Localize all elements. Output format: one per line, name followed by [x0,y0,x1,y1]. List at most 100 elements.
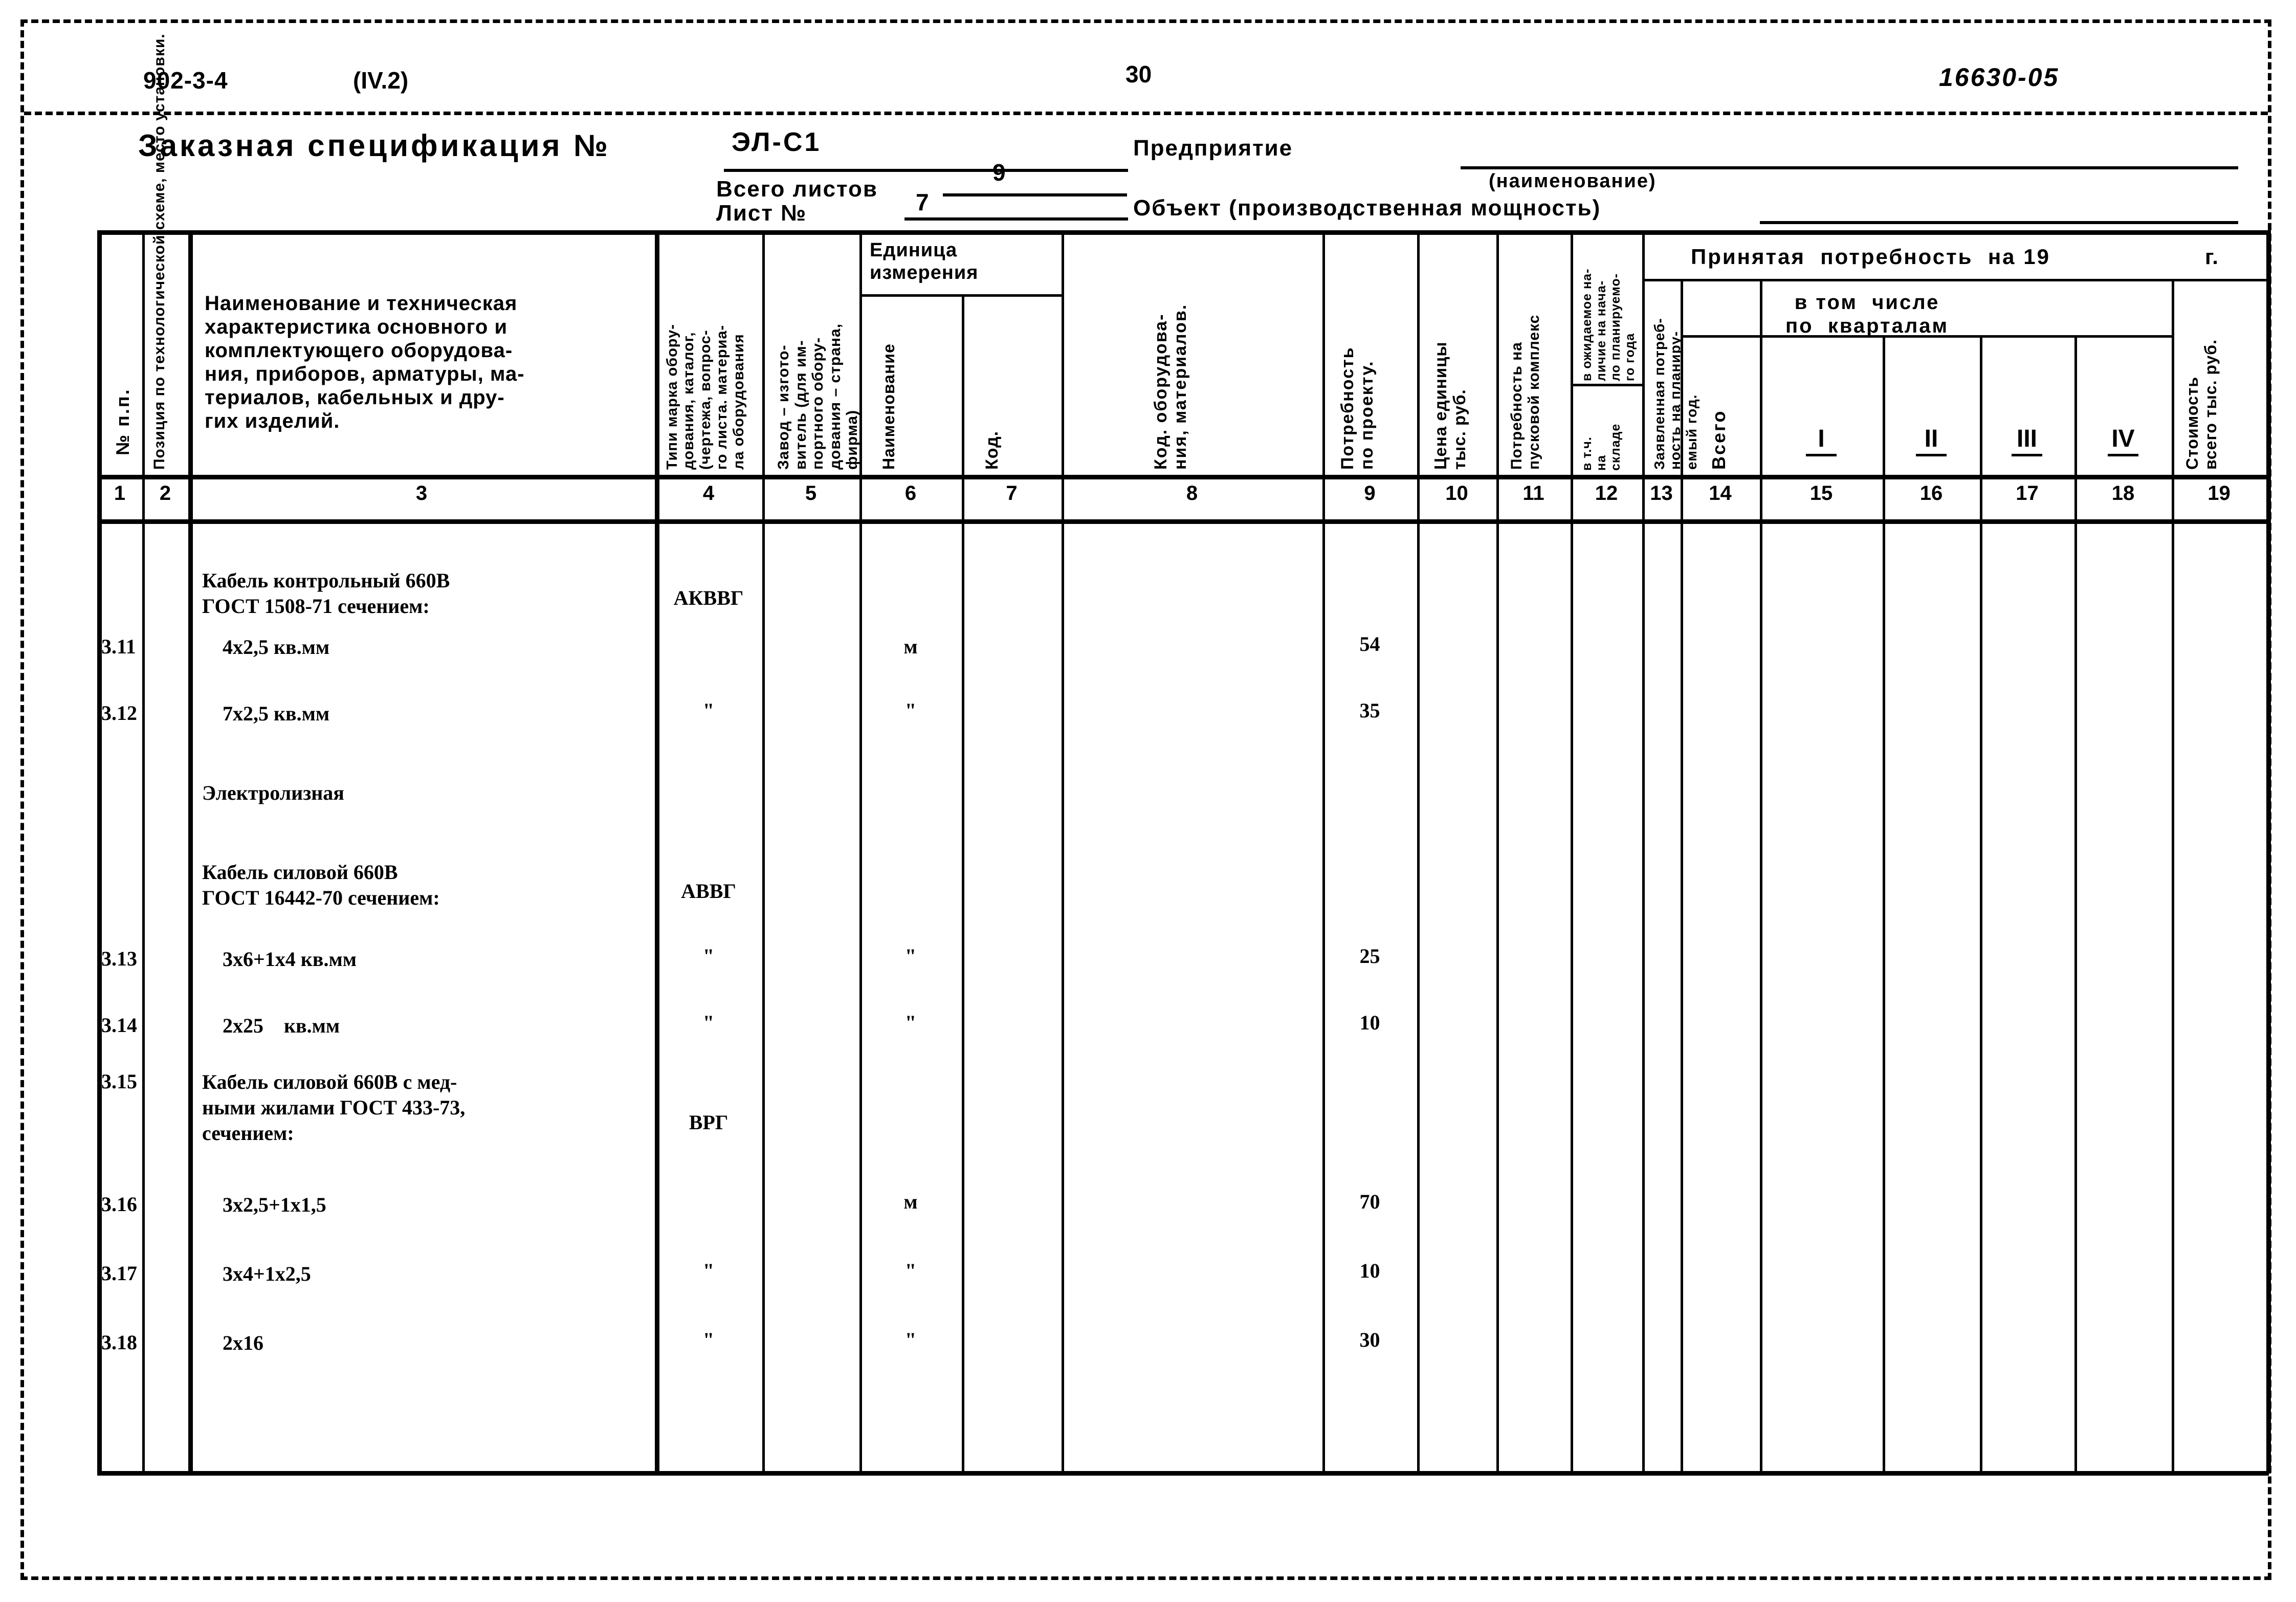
col-header-17: III [2012,425,2042,456]
colnum-19: 19 [2207,482,2231,504]
col-header-5: Завод – изгото- витель (для им- портного… [775,323,861,470]
unit-group-header: Единица измерения [870,239,979,283]
colnum-15: 15 [1809,482,1833,504]
table-row: 25 [1359,945,1380,968]
col-border-1-2 [142,230,145,1474]
table-row: м [903,1190,918,1213]
colnum-18: 18 [2111,482,2135,504]
col-border-right [2266,230,2271,1474]
table-row: 3х2,5+1х1,5 [202,1193,326,1216]
table-row: " [904,945,917,968]
table-row: 3х4+1х2,5 [202,1262,311,1285]
col-header-18: IV [2108,425,2138,456]
col-header-10: Цена единицы тыс. руб. [1431,341,1469,470]
table-row: 4х2,5 кв.мм [202,635,330,659]
table-row: м [903,635,918,658]
colnum-3: 3 [415,482,428,504]
table-row: Электролизная [202,781,344,804]
table-row: 3х6+1х4 кв.мм [202,948,357,971]
col-border-left [97,230,102,1474]
table-row: 3.18 [101,1331,137,1354]
col-border-14-15 [1760,279,1762,1474]
table-row: " [702,699,715,722]
sheet-no-label: Лист № [716,201,807,226]
colnum-2: 2 [159,482,171,504]
col-border-7-8 [1062,230,1064,1474]
accepted-need-header: Принятая потребность на 19 [1691,245,2050,269]
sheet-no-rule [904,217,1128,221]
col-header-14: Всего [1708,409,1729,470]
drawing-number: 16630-05 [1939,63,2060,92]
table-top-border [97,230,2269,235]
table-row: 7х2,5 кв.мм [202,702,330,725]
accepted-need-year-suffix: г. [2205,245,2219,269]
table-row: " [904,1328,917,1351]
enterprise-label: Предприятие [1133,136,1293,161]
object-label: Объект (производственная мощность) [1133,195,1601,221]
col-header-12: в ожидаемое на- личие на нача- ло планир… [1580,268,1637,381]
col-border-18-19 [2172,279,2174,1474]
header-divider [24,112,2268,115]
colnum-17: 17 [2016,482,2039,504]
total-sheets-value: 9 [992,159,1006,186]
table-bottom-border [97,1471,2269,1476]
table-row: 3.12 [101,701,137,725]
series-code: 902-3-4 [143,67,228,94]
table-row: АВВГ [681,880,736,903]
colnum-14: 14 [1709,482,1732,504]
col-header-16: II [1916,425,1947,456]
table-row: 10 [1359,1011,1380,1034]
col-header-2: Позиция по технологической схеме, место … [151,33,168,470]
col-header-7: Код. [982,430,1002,470]
table-row: 2х25 кв.мм [202,1014,340,1037]
table-row: " [702,945,715,968]
col-border-12-13 [1642,230,1645,1474]
quarters-header: в том числе по кварталам [1785,291,1949,337]
table-row: 10 [1359,1259,1380,1282]
table-row: Кабель контрольный 660В ГОСТ 1508-71 сеч… [202,569,450,618]
table-row: " [904,1259,917,1282]
colnum-5: 5 [805,482,817,504]
col-header-13: Заявленная потреб- ность на планиру- емы… [1651,318,1699,470]
table-row: 3.15 [101,1070,137,1093]
colnum-9: 9 [1364,482,1376,504]
enterprise-rule [1461,166,2238,169]
object-rule [1760,221,2238,224]
col-header-9: Потребность по проекту. [1338,346,1377,470]
col-border-16-17 [1980,335,1982,1474]
col-border-10-11 [1496,230,1499,1474]
table-row: 70 [1359,1190,1380,1213]
col-header-15: I [1806,425,1837,456]
spec-number-rule [724,169,1128,172]
specification-table: Единица измерения Принятая потребность н… [97,33,2271,1476]
colnum-11: 11 [1522,482,1544,504]
col-border-17-18 [2074,335,2077,1474]
total-sheets-rule [943,193,1127,196]
table-row: 30 [1359,1328,1380,1351]
table-row: Кабель силовой 660В ГОСТ 16442-70 сечени… [202,861,440,909]
colnum-7: 7 [1006,482,1018,504]
part-code: (IV.2) [353,67,409,94]
col-header-19: Стоимость всего тыс. руб. [2183,339,2220,470]
col-header-12-sub: в т.ч. на складе [1580,423,1623,471]
total-sheets-label: Всего листов [716,177,878,202]
table-row: " [904,1011,917,1034]
col-border-13-14 [1681,279,1683,1474]
table-row: 3.13 [101,947,137,970]
col-border-2-3 [188,230,193,1474]
colnum-6: 6 [904,482,917,504]
col-border-15-16 [1883,335,1885,1474]
unit-group-underline [859,294,1062,297]
page-title: Заказная спецификация № [138,128,610,163]
colnum-8: 8 [1186,482,1198,504]
col-header-11: Потребность на пусковой комплекс [1508,314,1542,470]
accepted-need-underline [1642,279,2269,281]
col-header-8: Код. оборудова- ния, материалов. [1151,303,1190,470]
col-header-4: Типи марка обору- дования, каталог, (чер… [664,324,747,470]
table-row: АКВВГ [673,586,744,609]
table-row: 3.14 [101,1014,137,1037]
col-border-6-7 [962,294,964,1474]
col-border-11-12 [1571,230,1573,1474]
col12-sub-divider [1571,384,1642,386]
